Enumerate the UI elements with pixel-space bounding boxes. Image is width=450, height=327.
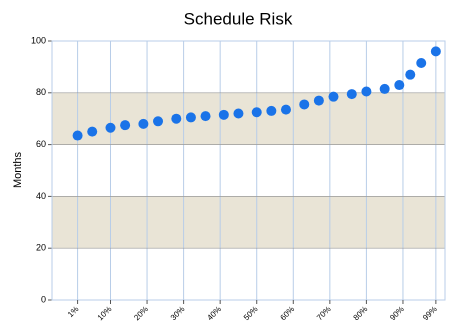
y-axis-label: Months (12, 151, 24, 188)
band (52, 196, 445, 249)
data-point (120, 120, 131, 131)
data-point (346, 89, 357, 100)
y-tick-label: 40 (36, 191, 46, 201)
x-tick-label: 90% (388, 305, 406, 323)
data-point (171, 113, 182, 124)
data-point (299, 99, 310, 110)
x-tick-label: 80% (352, 305, 370, 323)
chart-title: Schedule Risk (184, 9, 293, 28)
data-point (185, 112, 196, 123)
x-tick-label: 99% (421, 305, 439, 323)
x-tick-label: 1% (66, 305, 81, 320)
x-tick-label: 10% (96, 305, 114, 323)
data-point (218, 109, 229, 120)
data-point (200, 111, 211, 122)
x-tick-label: 60% (279, 305, 297, 323)
data-point (138, 118, 149, 129)
y-tick-label: 20 (36, 243, 46, 253)
data-point (313, 95, 324, 106)
x-tick-label: 20% (132, 305, 150, 323)
data-point (394, 80, 405, 91)
data-point (153, 116, 164, 127)
plot-border (51, 40, 446, 301)
x-tick-label: 40% (205, 305, 223, 323)
data-point (233, 108, 244, 119)
data-point (105, 122, 116, 133)
y-tick-label: 100 (31, 35, 46, 45)
band (52, 92, 445, 145)
x-tick-label: 70% (315, 305, 333, 323)
data-point (328, 91, 339, 102)
data-point (280, 104, 291, 115)
data-point (72, 130, 83, 141)
data-point (405, 69, 416, 80)
data-point (430, 46, 441, 57)
x-tick-label: 50% (242, 305, 260, 323)
data-point (266, 105, 277, 116)
y-tick-label: 80 (36, 87, 46, 97)
data-point (379, 83, 390, 94)
x-tick-label: 30% (169, 305, 187, 323)
y-tick-label: 60 (36, 139, 46, 149)
data-point (361, 86, 372, 97)
data-point (416, 58, 427, 69)
data-point (251, 107, 262, 118)
y-tick-label: 0 (41, 294, 46, 304)
data-point (87, 126, 98, 137)
